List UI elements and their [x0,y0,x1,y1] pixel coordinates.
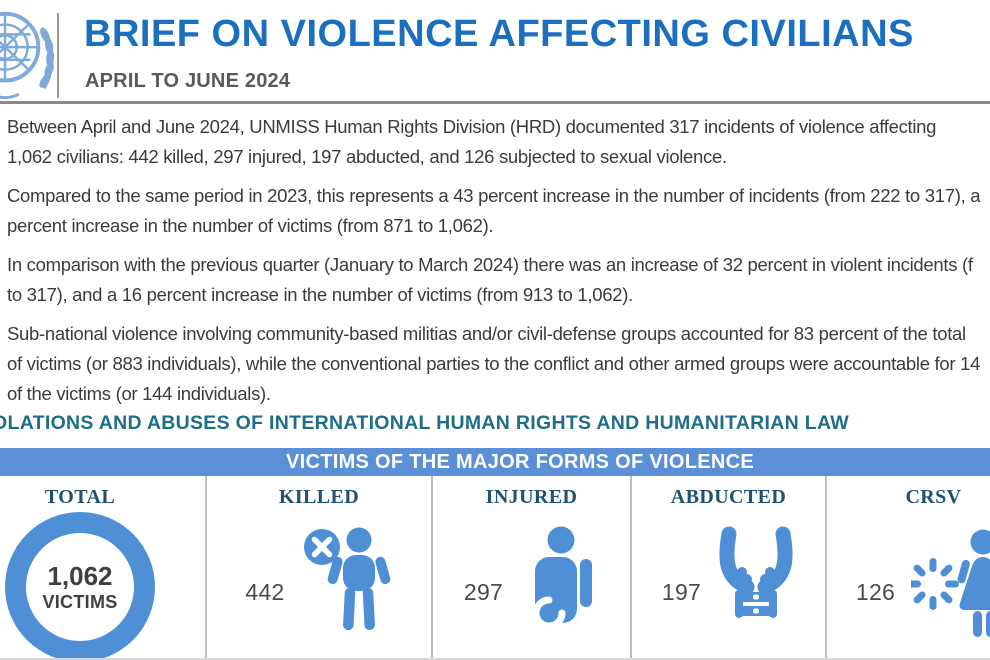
summary-paragraphs: Between April and June 2024, UNMISS Huma… [7,112,981,418]
killed-label: KILLED [278,486,360,508]
header-rule [0,101,990,104]
killed-cell: 442 [207,523,431,641]
column-crsv: CRSV 126 [827,476,990,660]
burst-and-woman-icon [911,529,990,637]
paragraph-line: to 317), and a 16 percent increase in th… [7,284,633,305]
person-arm-in-sling-icon [532,526,593,630]
paragraph-line: of the victims (or 144 individuals). [7,383,271,404]
header-divider [57,13,59,98]
abducted-cell: 197 [632,523,825,641]
victims-banner: VICTIMS OF THE MAJOR FORMS OF VIOLENCE [0,448,990,476]
section-heading: VIOLATIONS AND ABUSES OF INTERNATIONAL H… [0,412,849,434]
column-killed: KILLED 442 [207,476,433,660]
paragraph-line: percent increase in the number of victim… [7,215,494,236]
column-injured: INJURED 297 [433,476,632,660]
page-bottom-edge [0,658,990,660]
abducted-value: 197 [661,578,702,605]
abducted-label: ABDUCTED [670,486,787,508]
paragraph-line: 1,062 civilians: 442 killed, 297 injured… [7,146,727,167]
victims-banner-title: VICTIMS OF THE MAJOR FORMS OF VIOLENCE [285,451,755,473]
injured-cell: 297 [433,523,630,641]
crsv-label: CRSV [905,486,962,508]
paragraph: Sub-national violence involving communit… [7,319,980,409]
column-abducted: ABDUCTED 197 [632,476,827,660]
total-unit: VICTIMS [42,592,118,612]
total-value: 1,062 [47,561,113,591]
victims-infographic: TOTAL 1,062 VICTIMS KILLED 442 [0,476,990,660]
page-title: BRIEF ON VIOLENCE AFFECTING CIVILIANS [84,13,914,55]
shackled-hands-icon [719,526,793,618]
paragraph: In comparison with the previous quarter … [7,250,980,310]
page-subtitle: APRIL TO JUNE 2024 [85,70,291,92]
person-with-x-badge-icon [303,527,390,630]
injured-value: 297 [463,578,504,605]
paragraph: Compared to the same period in 2023, thi… [7,181,981,241]
killed-value: 442 [245,578,285,605]
paragraph: Between April and June 2024, UNMISS Huma… [7,112,980,172]
total-label: TOTAL [44,486,116,508]
crsv-value: 126 [855,578,896,605]
total-ring-icon: 1,062 VICTIMS [5,512,155,660]
paragraph-line: of victims (or 883 individuals), while t… [7,353,981,374]
paragraph-line: Sub-national violence involving communit… [7,323,966,344]
un-emblem-icon [0,11,55,100]
paragraph-line: Between April and June 2024, UNMISS Huma… [7,116,937,137]
paragraph-line: Compared to the same period in 2023, thi… [7,185,981,206]
crsv-cell: 126 [827,523,990,641]
paragraph-line: In comparison with the previous quarter … [7,254,973,275]
injured-label: INJURED [485,486,578,508]
column-total: TOTAL 1,062 VICTIMS [0,476,207,660]
